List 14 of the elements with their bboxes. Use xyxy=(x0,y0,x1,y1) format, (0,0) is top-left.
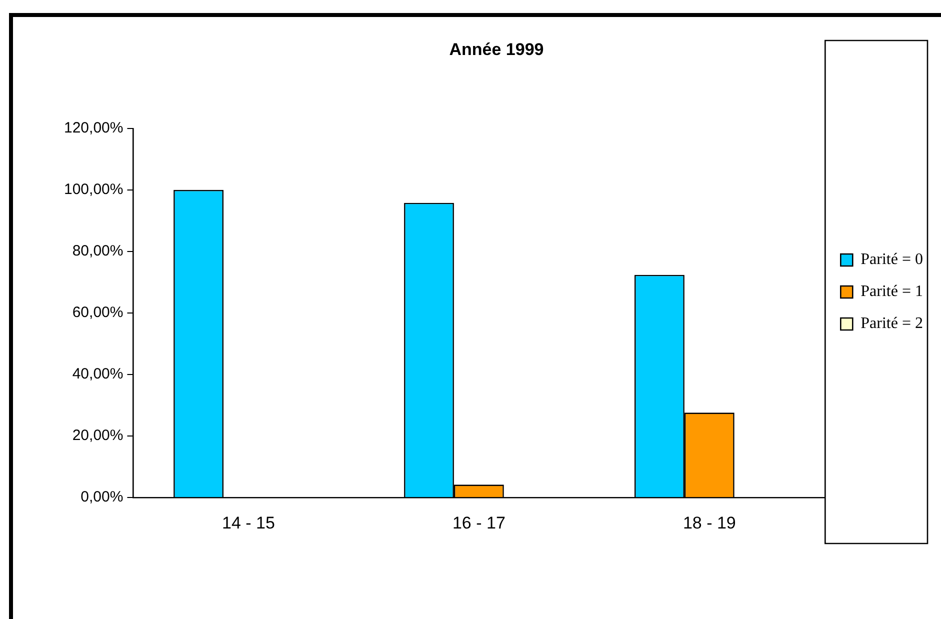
x-tick-label: 16 - 17 xyxy=(452,513,506,532)
y-tick-label: 20,00% xyxy=(72,427,124,444)
y-tick-label: 80,00% xyxy=(72,242,124,260)
chart-title: Année 1999 xyxy=(449,40,544,59)
y-tick-label: 100,00% xyxy=(64,181,124,198)
legend-label: Parité = 2 xyxy=(860,315,923,332)
y-tick-label: 120,00% xyxy=(64,120,124,137)
y-tick-label: 0,00% xyxy=(80,488,124,506)
x-tick-label: 18 - 19 xyxy=(682,513,736,532)
legend-label: Parité = 1 xyxy=(860,283,923,300)
y-tick-label: 60,00% xyxy=(72,304,124,322)
y-tick-label: 40,00% xyxy=(72,366,124,383)
legend-label: Parité = 0 xyxy=(860,251,923,268)
x-tick-label: 14 - 15 xyxy=(222,513,275,532)
